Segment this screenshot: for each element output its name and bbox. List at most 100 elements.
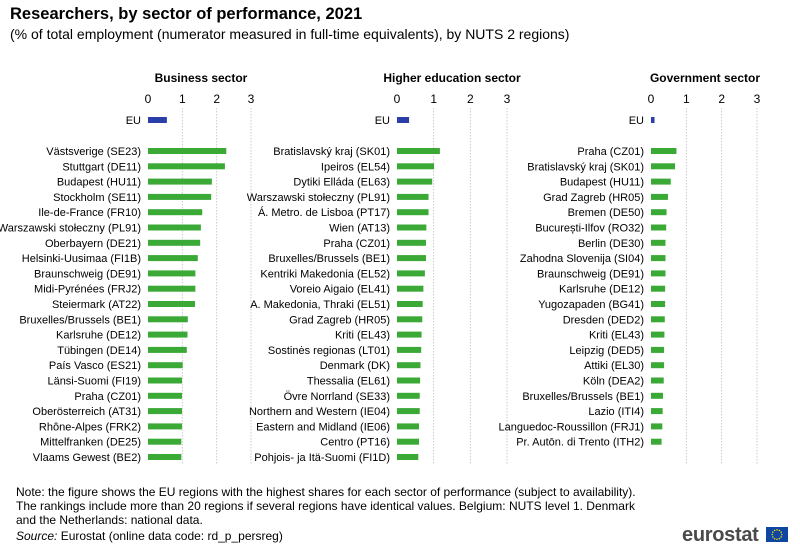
panel-1-category-label: Ile-de-France (FR10): [38, 207, 141, 219]
panel-2-tick-label: 2: [467, 92, 474, 106]
panel-3-bar: [651, 163, 676, 170]
panel-2-bar: [397, 408, 420, 415]
panel-2-bar: [397, 454, 419, 460]
panel-3-category-label: Languedoc-Roussillon (FRJ1): [498, 421, 644, 433]
panel-3-bar: [651, 209, 667, 216]
panel-2-category-label: Bruxelles/Brussels (BE1): [268, 253, 390, 265]
panel-3-category-label: Bruxelles/Brussels (BE1): [522, 391, 644, 403]
panel-3-bar: [651, 346, 665, 353]
panel-3-category-label: Grad Zagreb (HR05): [543, 192, 644, 204]
source-text: Eurostat (online data code: rd_p_persreg…: [60, 529, 283, 543]
panel-1-bar: [148, 377, 182, 384]
panel-1-category-label: Midi-Pyrénées (FRJ2): [34, 284, 141, 296]
panel-3-category-label: Bremen (DE50): [568, 207, 644, 219]
panel-1-bar: [148, 193, 212, 200]
panel-1-category-label: Mittelfranken (DE25): [40, 437, 141, 449]
panel-1-category-label: Budapest (HU11): [57, 177, 141, 189]
panel-1-category-label: Länsi-Suomi (FI19): [47, 376, 141, 388]
panel-2-tick-label: 1: [430, 92, 437, 106]
panel-1-bar: [148, 392, 182, 399]
panel-3-bar: [651, 270, 666, 277]
chart-title: Researchers, by sector of performance, 2…: [10, 5, 363, 23]
panel-1-bar: [148, 423, 182, 430]
panel-2-category-label: Voreio Aigaio (EL41): [290, 284, 390, 296]
panel-2-category-label: Dytiki Elláda (EL63): [293, 177, 390, 189]
panel-2-bar: [397, 239, 426, 246]
panel-3-category-label: Braunschweig (DE91): [537, 268, 644, 280]
source-label: Source:: [16, 529, 58, 543]
panel-2-bar: [397, 316, 423, 323]
panel-1-category-label: Västsverige (SE23): [46, 146, 141, 158]
panel-1-eu-bar: [148, 117, 167, 123]
panel-2-category-label: Praha (CZ01): [323, 238, 390, 250]
panel-1-title: Business sector: [155, 71, 248, 85]
panel-2-category-label: Grad Zagreb (HR05): [289, 314, 390, 326]
panel-1-bar: [148, 148, 227, 154]
panel-3-bar: [651, 239, 666, 246]
eu-flag-icon: [766, 527, 788, 542]
panel-3-bar: [651, 423, 663, 430]
flag-star: [772, 531, 774, 533]
panel-3-tick-label: 2: [718, 92, 725, 106]
panel-1-tick-label: 2: [213, 92, 220, 106]
panel-2-tick-label: 3: [504, 92, 511, 106]
panel-3-category-label: Bratislavský kraj (SK01): [527, 161, 644, 173]
panel-3-category-label: Praha (CZ01): [577, 146, 644, 158]
panel-1-category-label: País Vasco (ES21): [49, 360, 141, 372]
panel-3-category-label: Attiki (EL30): [584, 360, 644, 372]
panel-1-category-label: Stuttgart (DE11): [62, 161, 141, 173]
panel-1-bar: [148, 178, 212, 185]
panel-1-category-label: Praha (CZ01): [74, 391, 141, 403]
flag-star: [776, 528, 778, 531]
source-note: Source: Eurostat (online data code: rd_p…: [16, 529, 283, 543]
panel-2-category-label: Övre Norrland (SE33): [284, 391, 390, 403]
footnote: Note: the figure shows the EU regions wi…: [16, 485, 636, 528]
flag-star: [776, 538, 778, 541]
panel-1-eu-label: EU: [126, 115, 141, 127]
panel-3-eu-label: EU: [629, 115, 644, 127]
panel-1-category-label: Karlsruhe (DE12): [56, 330, 141, 342]
chart-subtitle: (% of total employment (numerator measur…: [10, 26, 570, 42]
panel-2-category-label: Bratislavský kraj (SK01): [273, 146, 390, 158]
panel-1-bar: [148, 270, 196, 277]
panel-2-bar: [397, 224, 427, 231]
panel-1-tick-label: 0: [145, 92, 152, 106]
panel-1-bar: [148, 163, 225, 170]
panel-2-bar: [397, 392, 420, 399]
flag-star: [773, 529, 776, 532]
panel-2-bar: [397, 377, 421, 384]
panel-1-bar: [148, 224, 201, 231]
panel-2-title: Higher education sector: [383, 71, 521, 85]
panel-1-bar: [148, 239, 201, 246]
panel-2-category-label: Pohjois- ja Itä-Suomi (FI1D): [254, 452, 390, 464]
panel-3-bar: [651, 285, 666, 292]
panel-2-bar: [397, 285, 424, 292]
panel-1-category-label: Oberbayern (DE21): [45, 238, 141, 250]
panel-2-category-label: A. Makedonia, Thraki (EL51): [250, 299, 390, 311]
panel-3-category-label: București-Ilfov (RO32): [535, 223, 644, 235]
panel-2-bar: [397, 331, 422, 338]
panel-1-bar: [148, 301, 196, 307]
panel-1-bar: [148, 331, 188, 338]
panel-3-category-label: Pr. Autōn. di Trento (ITH2): [516, 437, 644, 449]
panel-3-category-label: Leipzig (DED5): [569, 345, 644, 357]
panel-3-category-label: Kriti (EL43): [589, 330, 644, 342]
flag-star: [780, 536, 782, 538]
panel-3-bar: [651, 148, 677, 154]
flag-star: [778, 537, 781, 540]
panel-2-bar: [397, 193, 429, 200]
flag-star: [773, 537, 776, 540]
panel-2-category-label: Á. Metro. de Lisboa (PT17): [258, 206, 390, 219]
panel-1-category-label: Stockholm (SE11): [53, 192, 141, 204]
panel-3-bar: [651, 224, 667, 231]
panel-3-tick-label: 3: [754, 92, 761, 106]
panel-1-bar: [148, 285, 196, 292]
panel-2-bar: [397, 255, 426, 262]
panel-3-title: Government sector: [650, 71, 760, 85]
panel-2-category-label: Kriti (EL43): [335, 330, 390, 342]
panel-3-bar: [651, 178, 671, 185]
panel-3-bar: [651, 255, 666, 262]
panel-1-category-label: Bruxelles/Brussels (BE1): [19, 314, 141, 326]
flag-star: [781, 533, 783, 536]
